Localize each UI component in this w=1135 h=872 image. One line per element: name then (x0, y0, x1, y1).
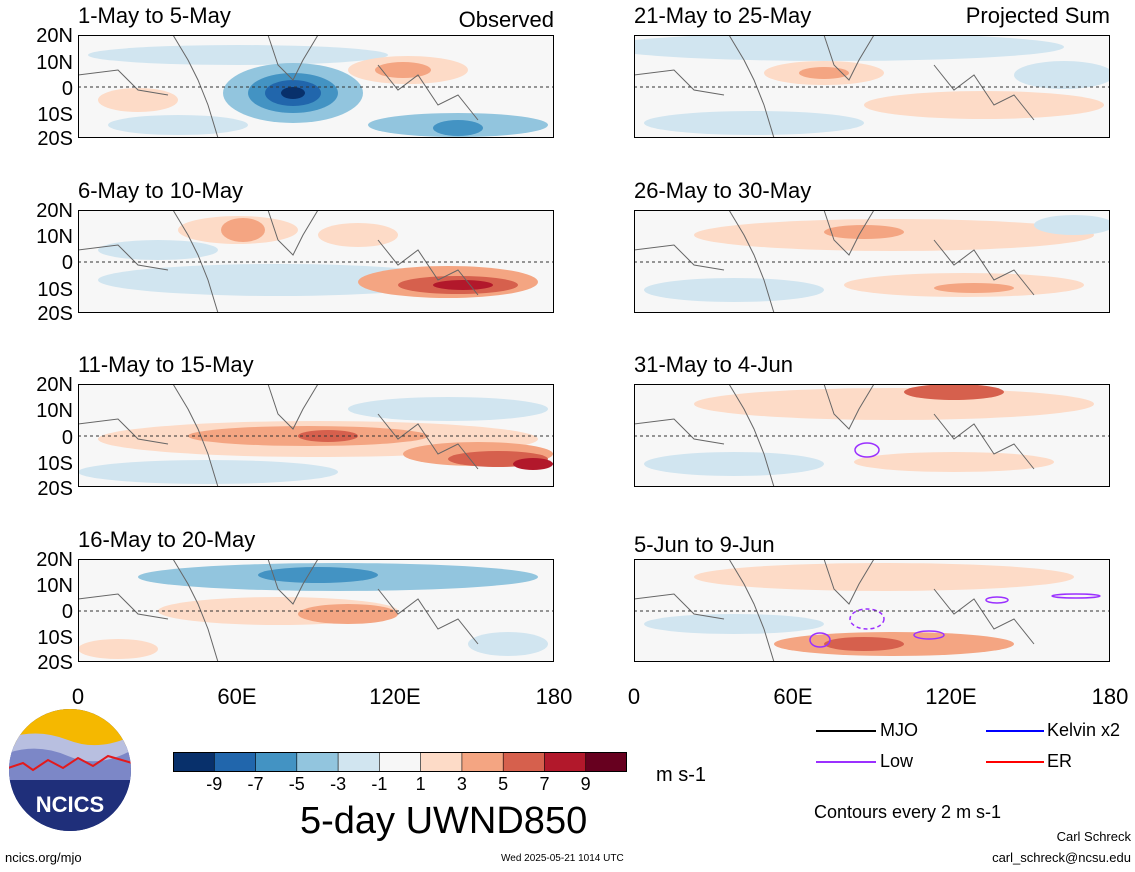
lat-label: 10S (37, 279, 73, 301)
legend-line-low (816, 761, 876, 763)
legend-label-low: Low (880, 751, 914, 771)
panel-title: 11-May to 15-May (78, 352, 254, 377)
colorbar-tick-label: 7 (539, 774, 550, 794)
colorbar-tick-label: -5 (288, 774, 305, 794)
colorbar-cell (502, 752, 546, 772)
panel-title: 5-Jun to 9-Jun (634, 532, 775, 557)
colorbar-tick-label: 9 (580, 774, 591, 794)
panel-title: 31-May to 4-Jun (634, 352, 793, 377)
lat-label: 20S (37, 128, 73, 150)
lon-label: 0 (627, 684, 641, 709)
product-title: 5-day UWND850 (300, 800, 588, 842)
colorbar-tick-label: -9 (206, 774, 223, 794)
lat-label: 10N (36, 575, 73, 597)
lat-label: 10N (36, 226, 73, 248)
colorbar-cell (585, 752, 627, 772)
lat-label: 0 (61, 252, 73, 274)
map-panel-projected-4 (634, 559, 1110, 662)
panel-title: 1-May to 5-May (78, 3, 231, 28)
legend-line-kelvin (986, 730, 1044, 732)
lat-label: 0 (61, 427, 73, 449)
lon-label: 60E (773, 684, 813, 709)
lat-label: 10S (37, 453, 73, 475)
lat-label: 20S (37, 478, 73, 500)
footer-author: Carl Schreck (1056, 829, 1131, 844)
colorbar-tick-label: 5 (498, 774, 509, 794)
map-panel-projected-2 (634, 210, 1110, 313)
lat-label: 10S (37, 627, 73, 649)
lon-label: 60E (217, 684, 257, 709)
contour-note: Contours every 2 m s-1 (814, 802, 1002, 822)
lat-label: 0 (61, 601, 73, 623)
colorbar-tick-label: -1 (371, 774, 388, 794)
colorbar-cell (544, 752, 587, 772)
colorbar-units: m s-1 (656, 764, 706, 786)
footer-timestamp: Wed 2025-05-21 1014 UTC (501, 853, 624, 864)
colorbar-tick-label: 3 (456, 774, 467, 794)
legend-line-er (986, 761, 1044, 763)
lon-label: 180 (535, 684, 573, 709)
lat-label: 20N (36, 200, 73, 222)
colorbar-cell (213, 752, 257, 772)
lat-label: 20S (37, 303, 73, 325)
legend-line-mjo (816, 730, 876, 732)
map-panel-projected-1 (634, 35, 1110, 138)
colorbar-tick-label: 1 (415, 774, 426, 794)
map-panel-projected-3 (634, 384, 1110, 487)
lat-label: 10S (37, 104, 73, 126)
lat-label: 20N (36, 549, 73, 571)
colorbar-cell (296, 752, 339, 772)
colorbar-cell (255, 752, 298, 772)
legend-label-er: ER (1047, 751, 1073, 771)
logo-text: NCICS (36, 792, 104, 817)
lat-label: 10N (36, 400, 73, 422)
footer-url[interactable]: ncics.org/mjo (5, 850, 82, 865)
lat-label: 20N (36, 374, 73, 396)
lon-label: 120E (369, 684, 421, 709)
map-panel-observed-2 (78, 210, 554, 313)
colorbar (173, 752, 627, 772)
lon-label: 120E (925, 684, 977, 709)
lon-label: 0 (71, 684, 85, 709)
legend-label-kelvin: Kelvin x2 (1047, 720, 1121, 740)
panel-title: 6-May to 10-May (78, 178, 244, 203)
colorbar-cell (173, 752, 216, 772)
panel-title: 26-May to 30-May (634, 178, 812, 203)
colorbar-tick-label: -7 (247, 774, 264, 794)
colorbar-tick-labels: -9 -7 -5 -3 -1 1 3 5 7 9 (173, 775, 627, 795)
map-panel-observed-4 (78, 559, 554, 662)
colorbar-cell (420, 752, 463, 772)
legend-label-mjo: MJO (880, 720, 918, 740)
colorbar-cell (379, 752, 422, 772)
ncics-logo: NCICS (9, 709, 131, 831)
colorbar-tick-label: -3 (330, 774, 347, 794)
map-panel-observed-3 (78, 384, 554, 487)
panel-title: 16-May to 20-May (78, 527, 256, 552)
colorbar-cell (461, 752, 504, 772)
projected-sum-label: Projected Sum (965, 3, 1110, 28)
observed-label: Observed (458, 7, 554, 32)
lon-label: 180 (1091, 684, 1129, 709)
lat-label: 20S (37, 652, 73, 674)
lat-label: 10N (36, 52, 73, 74)
map-panel-observed-1 (78, 35, 554, 138)
lat-label: 0 (61, 78, 73, 100)
lat-label: 20N (36, 25, 73, 47)
panel-title: 21-May to 25-May (634, 3, 812, 28)
colorbar-cell (337, 752, 381, 772)
footer-email[interactable]: carl_schreck@ncsu.edu (992, 850, 1131, 865)
